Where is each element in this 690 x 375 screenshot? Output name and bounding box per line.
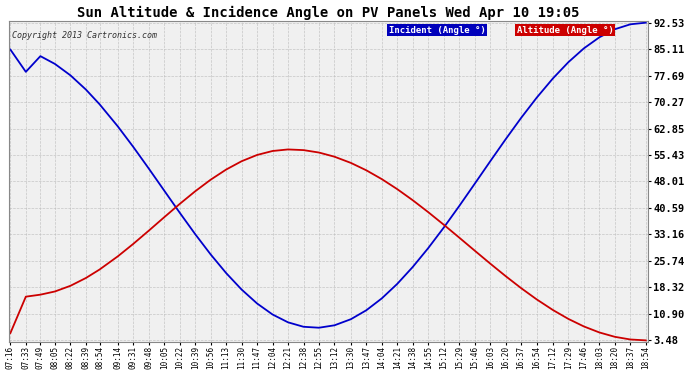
Text: Incident (Angle °): Incident (Angle °) <box>388 26 486 35</box>
Text: Altitude (Angle °): Altitude (Angle °) <box>517 26 613 35</box>
Text: Copyright 2013 Cartronics.com: Copyright 2013 Cartronics.com <box>12 30 157 39</box>
Title: Sun Altitude & Incidence Angle on PV Panels Wed Apr 10 19:05: Sun Altitude & Incidence Angle on PV Pan… <box>77 6 580 20</box>
